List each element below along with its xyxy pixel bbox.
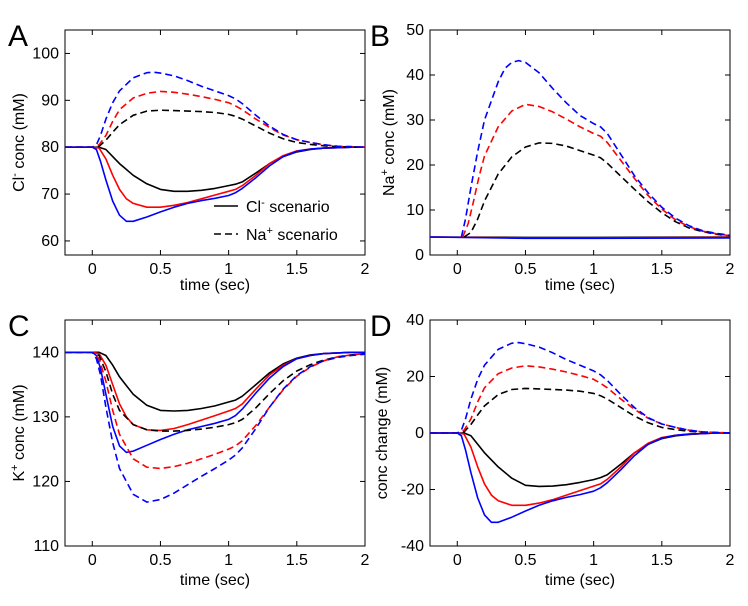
panel-d-x-tick-label: 0 [453, 552, 462, 569]
panel-d-blue-solid-line [430, 432, 730, 524]
panel-c-blue-dashed-line [65, 351, 366, 503]
panel-a-y-tick-label: 100 [32, 45, 59, 62]
panel-b-black-dashed-line [463, 142, 731, 238]
panel-b-x-tick-label: 0.5 [514, 261, 536, 278]
panel-d-y-tick-label: 40 [406, 312, 424, 329]
panel-b-x-tick-label: 1 [589, 261, 598, 278]
panel-a-legend: Cl- scenario Na+ scenario [214, 197, 338, 244]
panel-c-curves [65, 351, 366, 503]
panel-d-y-tick-label: 0 [415, 425, 424, 442]
panel-a-label: A [8, 20, 28, 53]
panel-b-y-tick-label: 30 [406, 112, 424, 129]
panel-b-x-tick-label: 1.5 [651, 261, 673, 278]
panel-a-y-tick-label: 80 [41, 139, 59, 156]
panel-b-y-tick-label: 0 [415, 247, 424, 264]
panel-a: A 0 0.5 1 1.5 2 60 70 80 90 100 time (sec) Cl- co… [8, 20, 370, 294]
panel-d-black-dashed-line [430, 387, 731, 434]
panel-a-y-axis-label: Cl- conc (mM) [9, 93, 28, 192]
panel-c-y-tick-label: 110 [33, 538, 59, 555]
panel-c-y-axis-label: K+ conc (mM) [9, 384, 28, 481]
panel-a-y-tick-label: 70 [41, 186, 59, 203]
panel-b-x-tick-label: 2 [726, 261, 735, 278]
panel-d-x-tick-label: 1 [589, 552, 598, 569]
panel-c-x-tick-label: 0.5 [149, 552, 171, 569]
panel-c-x-tick-label: 0 [88, 552, 97, 569]
panel-d-x-tick-label: 0.5 [514, 552, 536, 569]
panel-a-x-tick-label: 0.5 [149, 261, 171, 278]
panel-a-blue-solid-line [65, 146, 365, 223]
panel-d-plot-area [429, 319, 731, 547]
panel-a-x-axis-label: time (sec) [180, 277, 250, 294]
panel-a-x-tick-label: 1 [224, 261, 233, 278]
panel-c: C 0 0.5 1 1.5 2 110 120 130 140 time (sec) K+ co… [8, 310, 370, 589]
panel-d-ticks: 0 0.5 1 1.5 2 -40 -20 0 20 40 [401, 312, 735, 569]
panel-d-y-tick-label: -20 [401, 482, 424, 499]
panel-b-plot-area [429, 29, 731, 256]
panel-a-curves [65, 71, 366, 223]
panel-c-y-tick-label: 130 [32, 409, 59, 426]
panel-d-red-dashed-line [430, 364, 731, 434]
panel-d-y-tick-label: 20 [406, 369, 424, 386]
panel-a-blue-dashed-line [65, 71, 366, 148]
panel-c-red-dashed-line [65, 351, 366, 470]
panel-b-y-tick-label: 50 [406, 22, 424, 39]
panel-c-black-dashed-line [65, 351, 366, 432]
panel-a-plot-area [64, 29, 366, 256]
panel-d-blue-dashed-line [430, 341, 731, 434]
panel-b-label: B [370, 20, 390, 53]
panel-b-y-tick-label: 10 [406, 202, 424, 219]
panel-c-label: C [8, 310, 30, 343]
panel-a-y-tick-label: 90 [41, 92, 59, 109]
legend-dashed-label: Na+ scenario [246, 225, 338, 244]
panel-b-x-tick-label: 0 [453, 261, 462, 278]
panel-b-blue-solid-line [429, 236, 731, 240]
panel-d-curves [430, 341, 731, 524]
panel-d-y-tick-label: -40 [401, 538, 424, 555]
panel-b-red-dashed-line [461, 103, 731, 238]
panel-a-y-tick-label: 60 [41, 233, 59, 250]
panel-c-plot-area [64, 319, 366, 547]
panel-b-y-tick-label: 20 [406, 157, 424, 174]
panel-d-x-tick-label: 1.5 [651, 552, 673, 569]
panel-b-y-tick-label: 40 [406, 67, 424, 84]
panel-c-x-tick-label: 1 [224, 552, 233, 569]
panel-c-x-axis-label: time (sec) [180, 572, 250, 589]
panel-d-x-axis-label: time (sec) [545, 572, 615, 589]
panel-c-red-solid-line [65, 351, 365, 432]
panel-b-x-axis-label: time (sec) [545, 277, 615, 294]
legend-solid-label: Cl- scenario [246, 197, 330, 216]
panel-c-x-tick-label: 1.5 [286, 552, 308, 569]
panel-d-y-axis-label: conc change (mM) [374, 367, 391, 500]
panel-c-blue-solid-line [65, 351, 365, 454]
panel-c-ticks: 0 0.5 1 1.5 2 110 120 130 140 [32, 320, 370, 569]
panel-a-x-tick-label: 0 [88, 261, 97, 278]
panel-c-y-tick-label: 140 [32, 344, 59, 361]
panel-a-black-dashed-line [65, 109, 366, 148]
panel-d-label: D [370, 310, 392, 343]
panel-a-x-tick-label: 2 [361, 261, 370, 278]
panel-c-x-tick-label: 2 [361, 552, 370, 569]
panel-d: D 0 0.5 1 1.5 2 -40 -20 0 20 40 time (sec) conc c… [370, 310, 735, 589]
panel-a-red-dashed-line [65, 90, 366, 148]
panel-b-blue-dashed-line [460, 59, 731, 238]
panel-b-curves [429, 59, 731, 240]
panel-d-x-tick-label: 2 [726, 552, 735, 569]
panel-b-y-axis-label: Na+ conc (mM) [379, 89, 398, 196]
panel-a-x-tick-label: 1.5 [286, 261, 308, 278]
panel-c-y-tick-label: 120 [32, 473, 59, 490]
